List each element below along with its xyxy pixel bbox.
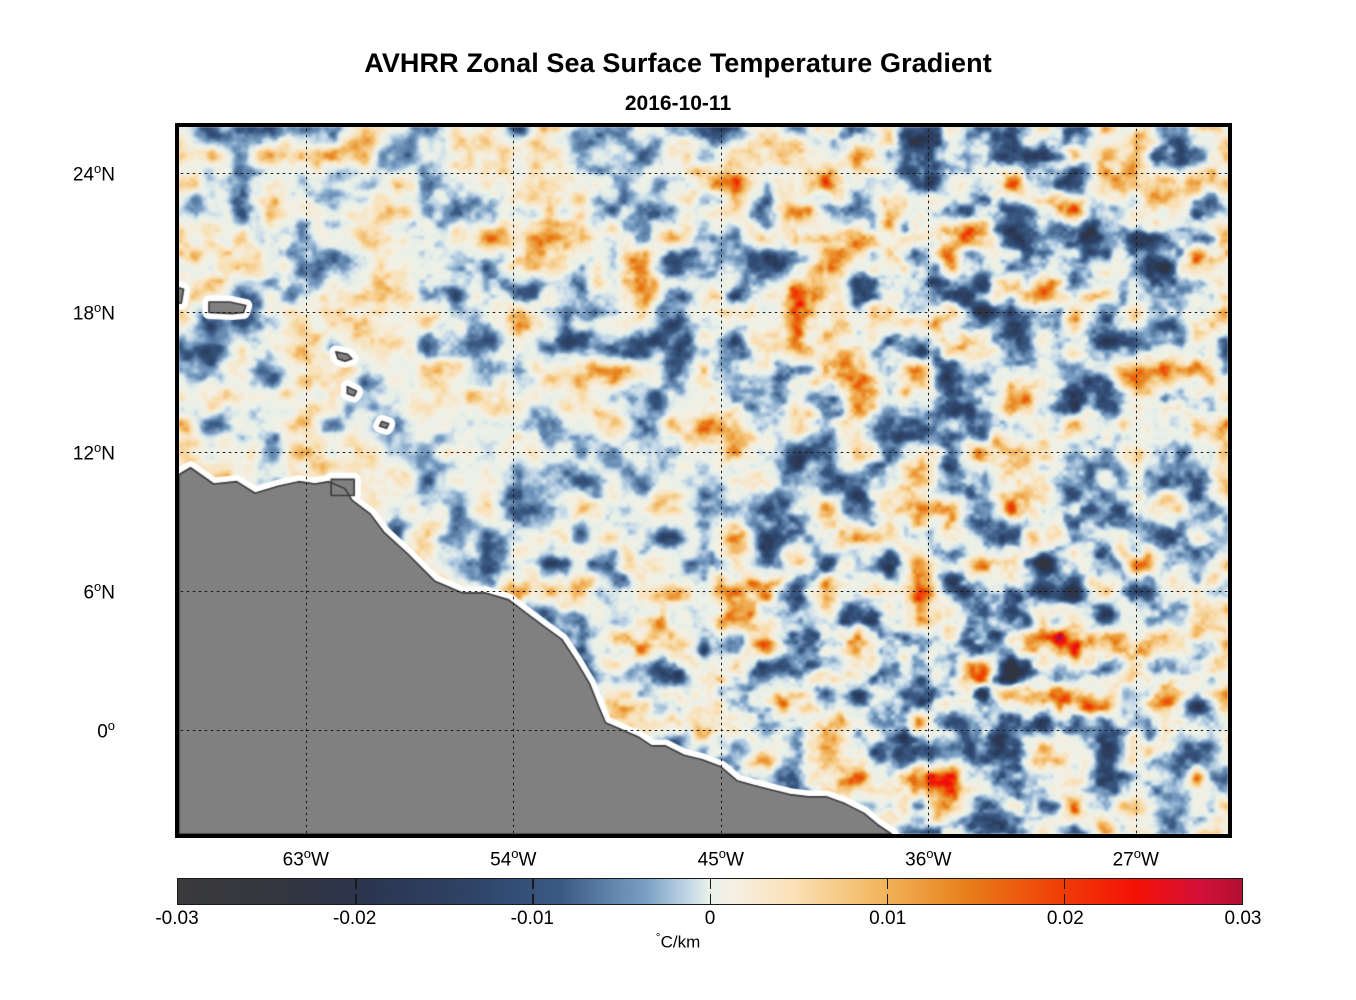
colorbar-tick: [355, 894, 357, 904]
ytick-mark: [175, 175, 179, 179]
gridline-lat: [179, 451, 1228, 453]
xtick-mark: [515, 834, 519, 838]
gridline-lat: [179, 173, 1228, 175]
xtick-label-0: 63oW: [282, 846, 329, 871]
colorbar-tick: [709, 879, 711, 889]
xtick-mark: [1138, 834, 1142, 838]
colorbar-tick: [355, 879, 357, 889]
colorbar-tick: [532, 894, 534, 904]
gridline-lon: [305, 127, 307, 834]
graticule-layer: [179, 127, 1228, 834]
colorbar-label-5: 0.02: [1046, 908, 1084, 929]
ytick-label-4: 0o: [97, 717, 115, 743]
xtick-label-3: 36oW: [905, 846, 952, 871]
ytick-label-2: 12oN: [72, 439, 115, 464]
ytick-label-1: 18oN: [72, 300, 115, 325]
colorbar-tick: [532, 879, 534, 889]
colorbar-tick: [886, 894, 889, 904]
gridline-lon: [1135, 127, 1137, 834]
colorbar: [177, 878, 1243, 905]
xtick-mark: [723, 834, 727, 838]
colorbar-label-0: -0.03: [155, 908, 199, 929]
colorbar-unit-label: °C/km: [655, 930, 701, 952]
map-axes: [175, 123, 1232, 838]
map-canvas: [179, 127, 1228, 834]
ytick-mark: [175, 593, 179, 597]
gridline-lon: [928, 127, 930, 834]
land-and-coastline-layer: [179, 127, 1228, 834]
colorbar-label-6: 0.03: [1224, 908, 1262, 929]
colorbar-tick: [1063, 894, 1066, 904]
xtick-mark: [930, 834, 934, 838]
ytick-label-3: 6oN: [83, 578, 115, 603]
xtick-label-2: 45oW: [697, 846, 744, 871]
xtick-mark: [308, 834, 312, 838]
colorbar-tick: [709, 894, 711, 904]
gridline-lat: [179, 590, 1228, 592]
colorbar-label-4: 0.01: [869, 908, 907, 929]
ytick-mark: [175, 454, 179, 458]
gridline-lon: [513, 127, 515, 834]
gridline-lon: [720, 127, 722, 834]
colorbar-tick: [1063, 879, 1066, 889]
xtick-label-4: 27oW: [1112, 846, 1159, 871]
gridline-lat: [179, 729, 1228, 731]
ytick-mark: [175, 314, 179, 318]
xtick-label-1: 54oW: [490, 846, 537, 871]
colorbar-label-1: -0.02: [333, 908, 377, 929]
gridline-lat: [179, 312, 1228, 314]
ytick-label-0: 24oN: [72, 161, 115, 186]
page-title: AVHRR Zonal Sea Surface Temperature Grad…: [364, 48, 992, 78]
ytick-mark: [175, 732, 179, 736]
colorbar-label-2: -0.01: [510, 908, 554, 929]
page-subtitle: 2016-10-11: [624, 92, 732, 115]
colorbar-tick: [886, 879, 889, 889]
colorbar-label-3: 0: [704, 908, 716, 929]
